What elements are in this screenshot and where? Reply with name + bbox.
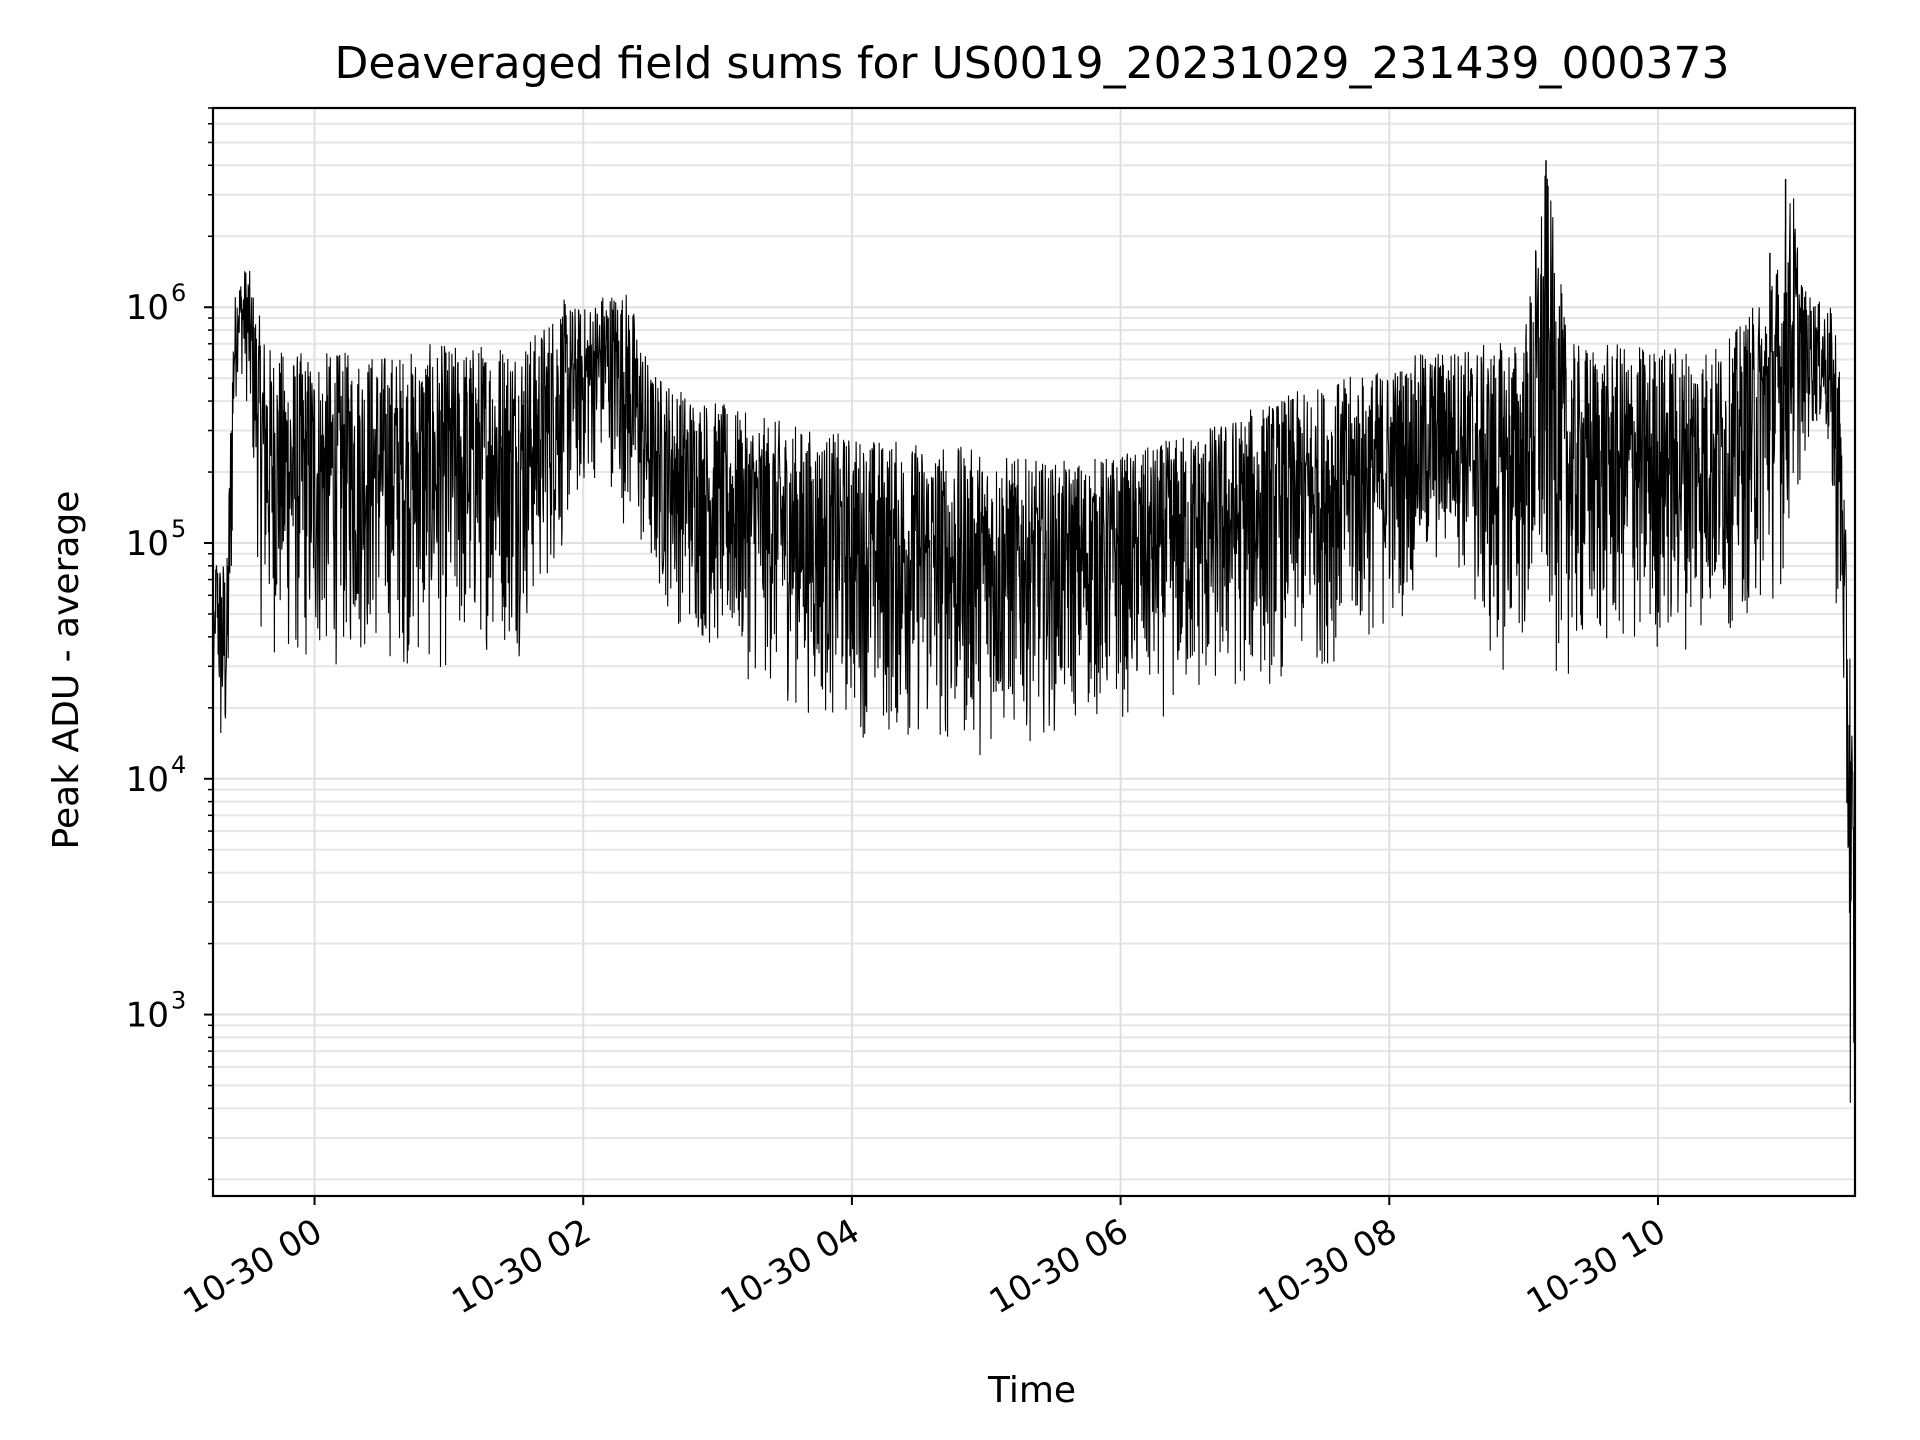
chart-title: Deaveraged field sums for US0019_2023102…: [335, 38, 1730, 89]
y-tick-exponent: 3: [171, 987, 186, 1015]
axes-frame: [211, 106, 1857, 1198]
y-tick-exponent: 6: [171, 279, 186, 307]
y-tick-label: 10: [126, 524, 169, 564]
y-axis-label: Peak ADU - average: [46, 491, 87, 850]
data-series-line: [213, 175, 1855, 1103]
y-tick-exponent: 4: [171, 751, 186, 779]
x-axis-label: Time: [987, 1370, 1076, 1411]
y-tick-label: 10: [126, 760, 169, 800]
y-tick-label: 10: [126, 996, 169, 1036]
y-tick-label: 10: [126, 288, 169, 328]
y-tick-exponent: 5: [171, 515, 186, 543]
